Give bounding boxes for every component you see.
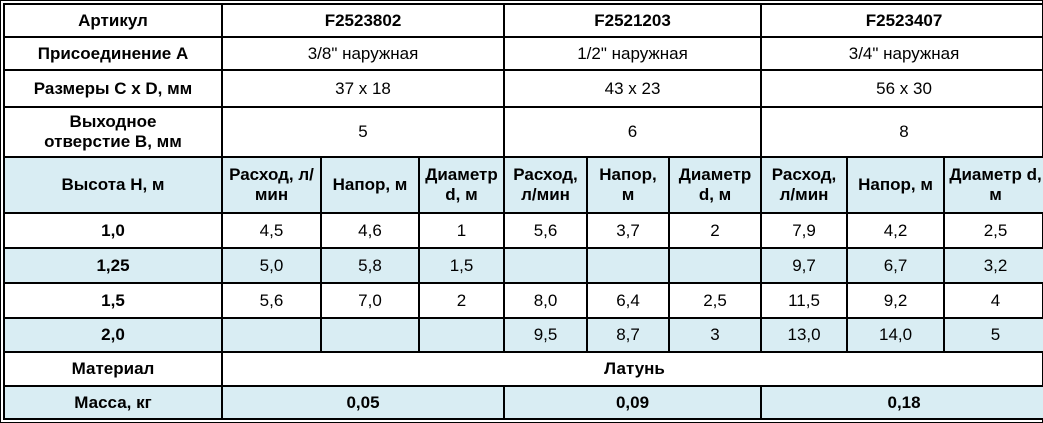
data-cell: 4,2	[846, 212, 946, 249]
row-subheaders: Высота H, м Расход, л/мин Напор, м Диаме…	[3, 156, 1043, 214]
data-cell: 3	[668, 317, 763, 353]
row-label-mass: Масса, кг	[3, 385, 223, 420]
row-label-dimensions: Размеры C x D, мм	[3, 69, 223, 108]
data-cell: 8,0	[503, 282, 589, 319]
data-cell: 6,4	[586, 282, 671, 319]
data-cell: 3,2	[943, 247, 1043, 284]
outlet-value: 8	[760, 106, 1043, 158]
subheader-head: Напор, м	[846, 156, 946, 214]
material-value: Латунь	[220, 351, 1043, 387]
height-data-row: 1,0 4,5 4,6 1 5,6 3,7 2 7,9 4,2 2,5	[3, 212, 1043, 249]
mass-value: 0,05	[220, 385, 506, 420]
data-cell: 9,5	[503, 317, 589, 353]
subheader-diameter: Диаметр d, м	[668, 156, 763, 214]
data-cell	[221, 317, 322, 353]
row-outlet: Выходное отверстие B, мм 5 6 8	[3, 106, 1043, 158]
data-cell: 7,0	[320, 282, 420, 319]
data-cell: 1	[417, 212, 506, 249]
data-cell: 4	[943, 282, 1043, 319]
row-mass: Масса, кг 0,05 0,09 0,18	[3, 385, 1043, 420]
connection-value: 3/4" наружная	[760, 36, 1043, 71]
row-connection: Присоединение A 3/8" наружная 1/2" наруж…	[3, 36, 1043, 71]
data-cell: 11,5	[760, 282, 849, 319]
data-cell: 14,0	[846, 317, 946, 353]
height-data-row: 2,0 9,5 8,7 3 13,0 14,0 5	[3, 317, 1043, 353]
dimensions-value: 43 x 23	[503, 69, 763, 108]
mass-value: 0,09	[503, 385, 763, 420]
data-cell	[668, 247, 763, 284]
row-dimensions: Размеры C x D, мм 37 x 18 43 x 23 56 x 3…	[3, 69, 1043, 108]
data-cell: 7,9	[760, 212, 849, 249]
row-article: Артикул F2523802 F2521203 F2523407	[3, 3, 1043, 38]
row-label-material: Материал	[3, 351, 223, 387]
subheader-flow: Расход, л/мин	[503, 156, 589, 214]
row-label-article: Артикул	[3, 3, 223, 38]
data-cell: 8,7	[586, 317, 671, 353]
subheader-head: Напор, м	[586, 156, 671, 214]
row-label-connection: Присоединение A	[3, 36, 223, 71]
data-cell: 3,7	[586, 212, 671, 249]
subheader-flow: Расход, л/мин	[221, 156, 322, 214]
mass-value: 0,18	[760, 385, 1043, 420]
data-cell: 2	[668, 212, 763, 249]
data-cell: 1,5	[417, 247, 506, 284]
data-cell: 6,7	[846, 247, 946, 284]
data-cell	[320, 317, 420, 353]
subheader-flow: Расход, л/мин	[760, 156, 849, 214]
data-cell: 13,0	[760, 317, 849, 353]
height-label: 2,0	[3, 317, 223, 353]
data-cell: 5	[943, 317, 1043, 353]
data-cell: 2	[417, 282, 506, 319]
connection-value: 1/2" наружная	[503, 36, 763, 71]
article-number: F2523802	[220, 3, 506, 38]
data-cell	[503, 247, 589, 284]
height-data-row: 1,5 5,6 7,0 2 8,0 6,4 2,5 11,5 9,2 4	[3, 282, 1043, 319]
data-cell: 5,6	[503, 212, 589, 249]
data-cell: 5,8	[320, 247, 420, 284]
data-cell: 9,7	[760, 247, 849, 284]
data-cell: 9,2	[846, 282, 946, 319]
outlet-value: 6	[503, 106, 763, 158]
subheader-head: Напор, м	[320, 156, 420, 214]
data-cell: 2,5	[943, 212, 1043, 249]
row-material: Материал Латунь	[3, 351, 1043, 387]
data-cell: 4,5	[221, 212, 322, 249]
subheader-diameter: Диаметр d, м	[417, 156, 506, 214]
data-cell	[586, 247, 671, 284]
dimensions-value: 56 x 30	[760, 69, 1043, 108]
data-cell: 2,5	[668, 282, 763, 319]
height-label: 1,0	[3, 212, 223, 249]
dimensions-value: 37 x 18	[220, 69, 506, 108]
outlet-value: 5	[220, 106, 506, 158]
connection-value: 3/8" наружная	[220, 36, 506, 71]
height-label: 1,5	[3, 282, 223, 319]
data-cell: 5,6	[221, 282, 322, 319]
row-label-outlet: Выходное отверстие B, мм	[3, 106, 223, 158]
data-cell: 5,0	[221, 247, 322, 284]
row-label-height: Высота H, м	[3, 156, 223, 214]
product-spec-table: Артикул F2523802 F2521203 F2523407 Присо…	[3, 3, 1043, 420]
height-data-row: 1,25 5,0 5,8 1,5 9,7 6,7 3,2	[3, 247, 1043, 284]
data-cell: 4,6	[320, 212, 420, 249]
article-number: F2523407	[760, 3, 1043, 38]
height-label: 1,25	[3, 247, 223, 284]
article-number: F2521203	[503, 3, 763, 38]
data-cell	[417, 317, 506, 353]
subheader-diameter: Диаметр d, м	[943, 156, 1043, 214]
